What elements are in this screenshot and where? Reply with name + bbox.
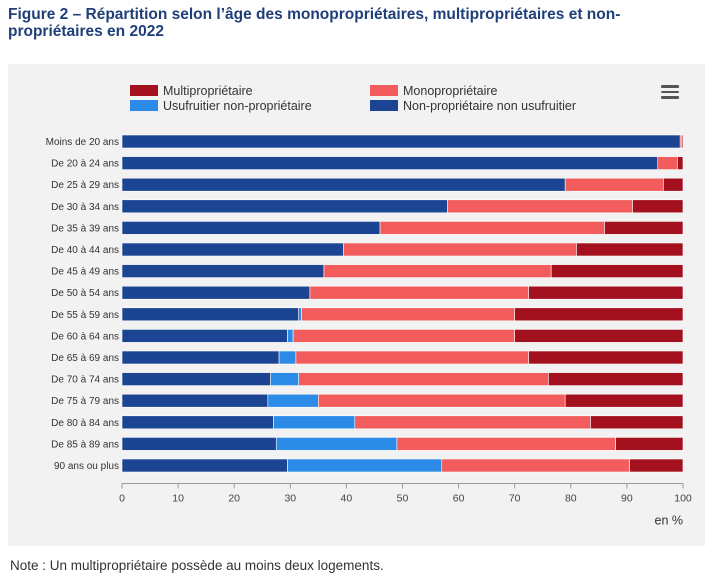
legend-label-usufruitier-non-proprietaire: Usufruitier non-propriétaire: [163, 99, 312, 113]
bar-multiproprietaire-90-ans-ou-plus: [629, 458, 684, 473]
bar-non-proprietaire-non-usufruitier-de-85-a-89-ans: [121, 437, 277, 451]
bar-monoproprietaire-de-55-a-59-ans: [301, 307, 515, 322]
bar-non-proprietaire-non-usufruitier-de-55-a-59-ans: [121, 307, 300, 322]
bar-multiproprietaire-de-85-a-89-ans: [615, 437, 684, 451]
bar-non-proprietaire-non-usufruitier-de-40-a-44-ans: [121, 242, 344, 257]
bar-usufruitier-non-proprietaire-de-65-a-69-ans: [278, 350, 297, 365]
bar-multiproprietaire-de-60-a-64-ans: [514, 329, 684, 343]
category-label-de-35-a-39-ans: De 35 à 39 ans: [51, 223, 119, 234]
bar-usufruitier-non-proprietaire-de-55-a-59-ans: [298, 307, 302, 322]
category-label-moins-de-20-ans: Moins de 20 ans: [46, 137, 119, 148]
bar-multiproprietaire-de-55-a-59-ans: [514, 307, 684, 322]
bar-monoproprietaire-de-35-a-39-ans: [379, 221, 605, 235]
bar-non-proprietaire-non-usufruitier-de-75-a-79-ans: [121, 393, 269, 408]
hamburger-menu-icon[interactable]: [661, 85, 679, 99]
bar-non-proprietaire-non-usufruitier-de-20-a-24-ans: [121, 156, 659, 170]
legend-swatch-multiproprietaire: [130, 85, 158, 96]
bar-multiproprietaire-de-40-a-44-ans: [576, 242, 684, 257]
legend-swatch-monoproprietaire: [370, 85, 398, 96]
category-label-de-30-a-34-ans: De 30 à 34 ans: [51, 202, 119, 213]
bar-monoproprietaire-de-40-a-44-ans: [343, 242, 577, 257]
bar-usufruitier-non-proprietaire-90-ans-ou-plus: [287, 458, 443, 473]
bar-multiproprietaire-de-25-a-29-ans: [663, 177, 684, 192]
category-label-de-65-a-69-ans: De 65 à 69 ans: [51, 353, 119, 364]
category-label-90-ans-ou-plus: 90 ans ou plus: [54, 461, 119, 472]
bar-multiproprietaire-de-45-a-49-ans: [550, 264, 684, 278]
bar-non-proprietaire-non-usufruitier-de-35-a-39-ans: [121, 221, 381, 235]
bar-monoproprietaire-de-60-a-64-ans: [292, 329, 516, 343]
category-label-de-25-a-29-ans: De 25 à 29 ans: [51, 180, 119, 191]
bar-non-proprietaire-non-usufruitier-90-ans-ou-plus: [121, 458, 288, 473]
bar-monoproprietaire-de-75-a-79-ans: [318, 393, 566, 408]
bar-monoproprietaire-de-25-a-29-ans: [564, 177, 664, 192]
bar-non-proprietaire-non-usufruitier-de-60-a-64-ans: [121, 329, 288, 343]
bar-monoproprietaire-de-50-a-54-ans: [309, 285, 530, 300]
bar-multiproprietaire-de-35-a-39-ans: [604, 221, 684, 235]
bar-non-proprietaire-non-usufruitier-de-70-a-74-ans: [121, 372, 271, 386]
category-label-de-75-a-79-ans: De 75 à 79 ans: [51, 396, 119, 407]
bar-monoproprietaire-de-85-a-89-ans: [396, 437, 616, 451]
category-label-de-50-a-54-ans: De 50 à 54 ans: [51, 288, 119, 299]
bar-non-proprietaire-non-usufruitier-de-30-a-34-ans: [121, 199, 448, 214]
x-tick-label-60: 60: [453, 493, 465, 505]
category-label-de-60-a-64-ans: De 60 à 64 ans: [51, 331, 119, 342]
category-label-de-55-a-59-ans: De 55 à 59 ans: [51, 310, 119, 321]
bar-multiproprietaire-de-80-a-84-ans: [590, 415, 684, 430]
bar-monoproprietaire-90-ans-ou-plus: [441, 458, 631, 473]
bar-multiproprietaire-de-75-a-79-ans: [564, 393, 684, 408]
bar-monoproprietaire-de-65-a-69-ans: [295, 350, 530, 365]
bar-monoproprietaire-de-45-a-49-ans: [323, 264, 552, 278]
legend-swatch-usufruitier-non-proprietaire: [130, 100, 158, 111]
bar-monoproprietaire-de-30-a-34-ans: [447, 199, 633, 214]
x-tick-label-0: 0: [119, 493, 125, 505]
bar-usufruitier-non-proprietaire-de-80-a-84-ans: [273, 415, 356, 430]
category-label-de-40-a-44-ans: De 40 à 44 ans: [51, 245, 119, 256]
category-label-de-20-a-24-ans: De 20 à 24 ans: [51, 159, 119, 170]
x-tick-label-70: 70: [509, 493, 521, 505]
bar-usufruitier-non-proprietaire-de-60-a-64-ans: [287, 329, 294, 343]
x-tick-label-90: 90: [621, 493, 633, 505]
x-tick-label-50: 50: [397, 493, 409, 505]
x-tick-label-100: 100: [674, 493, 692, 505]
x-tick-label-20: 20: [228, 493, 240, 505]
bar-monoproprietaire-de-80-a-84-ans: [354, 415, 591, 430]
category-label-de-85-a-89-ans: De 85 à 89 ans: [51, 439, 119, 450]
bar-multiproprietaire-de-50-a-54-ans: [528, 285, 684, 300]
bar-non-proprietaire-non-usufruitier-de-80-a-84-ans: [121, 415, 274, 430]
bar-non-proprietaire-non-usufruitier-de-50-a-54-ans: [121, 285, 311, 300]
chart-title: Figure 2 – Répartition selon l’âge des m…: [8, 6, 621, 40]
bar-usufruitier-non-proprietaire-de-75-a-79-ans: [267, 393, 319, 408]
bar-multiproprietaire-moins-de-20-ans: [681, 134, 684, 149]
bar-monoproprietaire-de-20-a-24-ans: [657, 156, 678, 170]
bar-monoproprietaire-de-70-a-74-ans: [298, 372, 549, 386]
legend-label-non-proprietaire-non-usufruitier: Non-propriétaire non usufruitier: [403, 99, 576, 113]
bar-multiproprietaire-de-65-a-69-ans: [528, 350, 684, 365]
category-label-de-70-a-74-ans: De 70 à 74 ans: [51, 375, 119, 386]
chart-note: Note : Un multipropriétaire possède au m…: [10, 558, 384, 573]
category-label-de-80-a-84-ans: De 80 à 84 ans: [51, 418, 119, 429]
x-tick-label-80: 80: [565, 493, 577, 505]
bar-non-proprietaire-non-usufruitier-moins-de-20-ans: [121, 134, 681, 149]
legend-swatch-non-proprietaire-non-usufruitier: [370, 100, 398, 111]
bar-usufruitier-non-proprietaire-de-70-a-74-ans: [270, 372, 300, 386]
bar-multiproprietaire-de-30-a-34-ans: [632, 199, 684, 214]
x-tick-label-40: 40: [341, 493, 353, 505]
legend-label-monoproprietaire: Monopropriétaire: [403, 84, 498, 98]
x-tick-label-30: 30: [284, 493, 296, 505]
bar-usufruitier-non-proprietaire-de-85-a-89-ans: [275, 437, 398, 451]
legend-label-multiproprietaire: Multipropriétaire: [163, 84, 253, 98]
x-axis-label: en %: [655, 514, 684, 528]
category-label-de-45-a-49-ans: De 45 à 49 ans: [51, 267, 119, 278]
x-tick-label-10: 10: [172, 493, 184, 505]
bar-non-proprietaire-non-usufruitier-de-45-a-49-ans: [121, 264, 325, 278]
bar-multiproprietaire-de-20-a-24-ans: [677, 156, 684, 170]
bar-multiproprietaire-de-70-a-74-ans: [548, 372, 684, 386]
bar-non-proprietaire-non-usufruitier-de-65-a-69-ans: [121, 350, 280, 365]
bar-non-proprietaire-non-usufruitier-de-25-a-29-ans: [121, 177, 566, 192]
